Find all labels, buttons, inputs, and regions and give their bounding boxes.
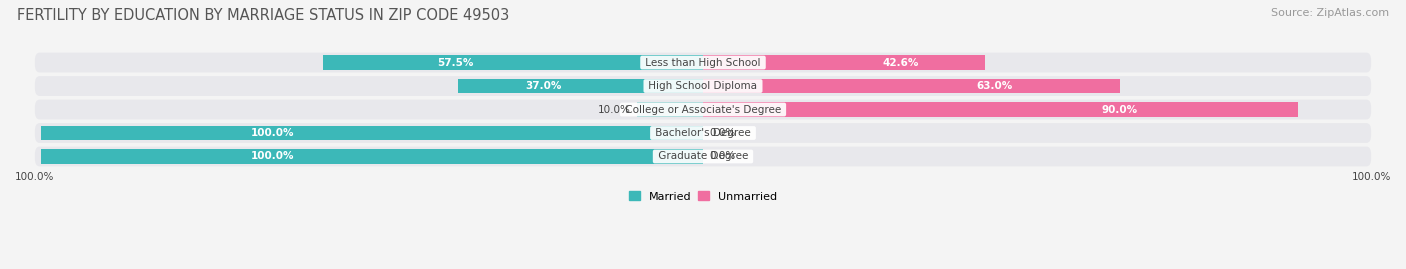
Bar <box>637 102 703 117</box>
Text: 90.0%: 90.0% <box>1102 105 1137 115</box>
Bar <box>41 126 703 140</box>
Text: 100.0%: 100.0% <box>1351 172 1391 182</box>
Text: 0.0%: 0.0% <box>710 128 735 138</box>
Text: 100.0%: 100.0% <box>252 151 295 161</box>
Bar <box>458 79 703 93</box>
FancyBboxPatch shape <box>35 100 1371 119</box>
Bar <box>703 79 1119 93</box>
FancyBboxPatch shape <box>35 147 1371 167</box>
Text: High School Diploma: High School Diploma <box>645 81 761 91</box>
Text: Source: ZipAtlas.com: Source: ZipAtlas.com <box>1271 8 1389 18</box>
Text: 57.5%: 57.5% <box>437 58 474 68</box>
Legend: Married, Unmarried: Married, Unmarried <box>624 187 782 206</box>
FancyBboxPatch shape <box>35 53 1371 72</box>
Text: 10.0%: 10.0% <box>598 105 630 115</box>
Bar <box>703 102 1298 117</box>
Text: Less than High School: Less than High School <box>643 58 763 68</box>
Text: 100.0%: 100.0% <box>252 128 295 138</box>
Text: 63.0%: 63.0% <box>977 81 1012 91</box>
Text: FERTILITY BY EDUCATION BY MARRIAGE STATUS IN ZIP CODE 49503: FERTILITY BY EDUCATION BY MARRIAGE STATU… <box>17 8 509 23</box>
Bar <box>703 55 984 70</box>
Bar <box>322 55 703 70</box>
Text: 42.6%: 42.6% <box>882 58 918 68</box>
Bar <box>41 149 703 164</box>
Text: College or Associate's Degree: College or Associate's Degree <box>621 105 785 115</box>
Text: 0.0%: 0.0% <box>710 151 735 161</box>
Text: Graduate Degree: Graduate Degree <box>655 151 751 161</box>
FancyBboxPatch shape <box>35 123 1371 143</box>
Text: Bachelor's Degree: Bachelor's Degree <box>652 128 754 138</box>
FancyBboxPatch shape <box>35 76 1371 96</box>
Text: 100.0%: 100.0% <box>15 172 55 182</box>
Text: 37.0%: 37.0% <box>526 81 562 91</box>
